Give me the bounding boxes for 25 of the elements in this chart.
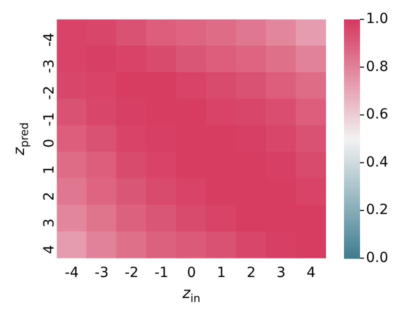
y-tick-label: 3 [41, 218, 58, 228]
x-tick-label: -3 [94, 265, 109, 282]
y-tick-label: -3 [41, 59, 58, 74]
x-tick-label: 4 [306, 265, 316, 282]
y-axis-title: zpred [10, 122, 31, 156]
x-tick-label: -2 [124, 265, 139, 282]
y-tick-label: -4 [41, 32, 58, 47]
y-tick-label: 1 [41, 165, 58, 174]
x-tick-label: -4 [64, 265, 79, 282]
x-tick-label: 0 [186, 265, 196, 282]
color-bar-label: 0.4 [366, 154, 388, 170]
y-tick-label: -2 [41, 86, 58, 100]
y-tick-label: -1 [41, 112, 58, 126]
color-bar-label: 0.8 [366, 58, 388, 75]
x-tick-label: 1 [216, 265, 226, 282]
x-tick-label: -1 [154, 265, 168, 282]
color-bar-label: 1.0 [366, 11, 388, 28]
color-bar-label: 0.0 [366, 250, 388, 266]
y-tick-label: 4 [41, 244, 58, 254]
color-bar-label: 0.6 [366, 106, 388, 123]
y-tick-label: 2 [41, 192, 58, 201]
color-bar-label: 0.2 [366, 202, 388, 218]
x-tick-label: 3 [276, 265, 286, 282]
y-tick-label: 0 [41, 138, 58, 148]
x-tick-label: 2 [246, 265, 256, 282]
